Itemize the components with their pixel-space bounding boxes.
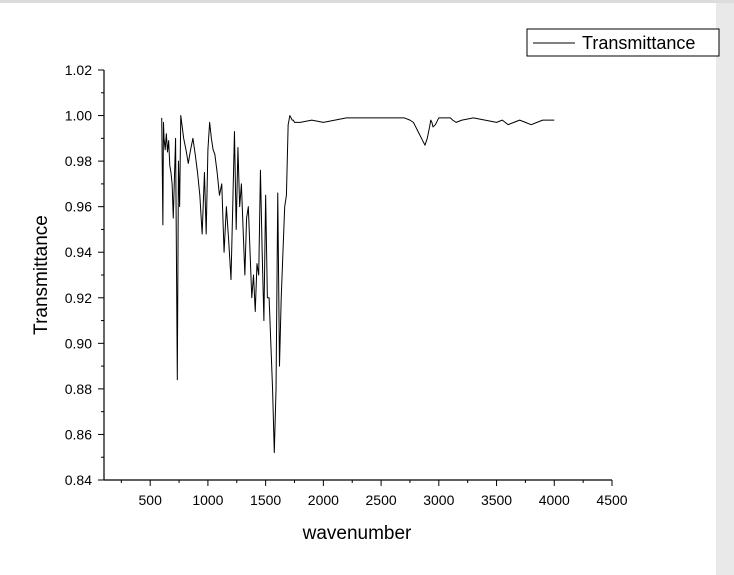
x-tick-label: 4000 xyxy=(539,492,570,508)
y-tick-label: 0.90 xyxy=(65,335,92,351)
y-tick-label: 0.94 xyxy=(65,244,92,260)
tick-labels: 500 1000 1500 2000 2500 3000 3500 4000 4500 0.84 0… xyxy=(65,62,628,508)
y-axis-label: Transmittance xyxy=(31,215,52,335)
y-tick-label: 0.86 xyxy=(65,426,92,442)
window-top-edge xyxy=(0,0,734,3)
y-tick-label: 1.00 xyxy=(65,108,92,124)
x-tick-label: 500 xyxy=(139,492,163,508)
x-tick-label: 1500 xyxy=(250,492,281,508)
vertical-scrollbar[interactable] xyxy=(716,3,734,575)
series-line-transmittance xyxy=(161,115,555,454)
legend: Transmittance xyxy=(526,28,720,57)
x-tick-label: 2500 xyxy=(366,492,397,508)
y-tick-label: 0.92 xyxy=(65,290,92,306)
x-tick-label: 3000 xyxy=(423,492,454,508)
y-tick-label: 0.98 xyxy=(65,153,92,169)
y-tick-label: 0.84 xyxy=(65,472,92,488)
x-tick-label: 2000 xyxy=(308,492,339,508)
series-layer xyxy=(161,115,555,454)
x-tick-label: 1000 xyxy=(192,492,223,508)
legend-box xyxy=(526,28,720,57)
y-tick-label: 1.02 xyxy=(65,62,92,78)
legend-entry-transmittance: Transmittance xyxy=(582,33,695,53)
x-axis-label: wavenumber xyxy=(302,523,412,544)
y-tick-label: 0.88 xyxy=(65,381,92,397)
x-tick-label: 4500 xyxy=(596,492,627,508)
ticks xyxy=(98,69,613,486)
y-tick-label: 0.96 xyxy=(65,199,92,215)
x-tick-label: 3500 xyxy=(481,492,512,508)
